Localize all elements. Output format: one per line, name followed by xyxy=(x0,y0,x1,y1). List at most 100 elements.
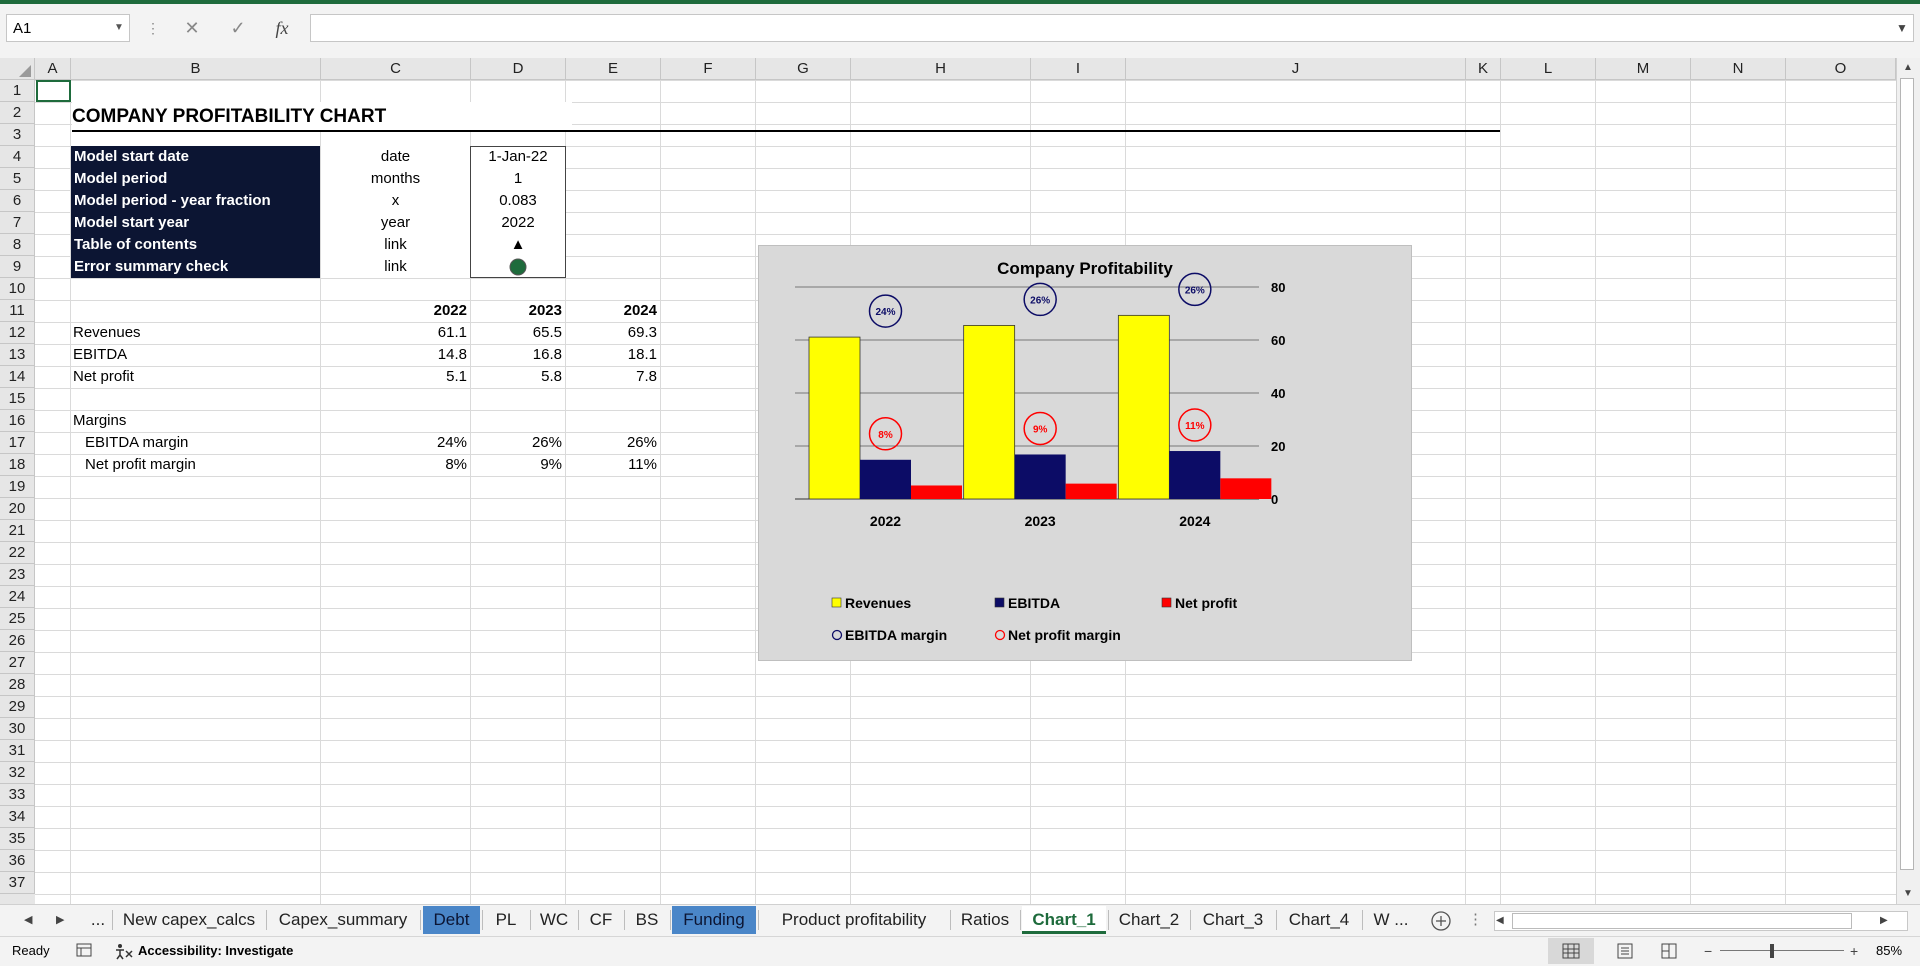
tab-product-profitability[interactable]: Product profitability xyxy=(781,910,927,929)
margin-value[interactable]: 26% xyxy=(626,434,657,451)
row-header[interactable]: 5 xyxy=(0,168,35,190)
metric-value[interactable]: 18.1 xyxy=(627,346,657,363)
column-header[interactable]: N xyxy=(1691,58,1786,80)
bar-ebitda[interactable] xyxy=(860,459,911,499)
metric-value[interactable]: 69.3 xyxy=(627,324,657,341)
table-of-contents-link[interactable]: ▲ xyxy=(510,236,526,253)
tab-bs[interactable]: BS xyxy=(635,910,659,929)
tab-chart-4[interactable]: Chart_4 xyxy=(1288,910,1350,929)
model-start-date-value[interactable]: 1-Jan-22 xyxy=(488,148,548,165)
column-header[interactable]: M xyxy=(1596,58,1691,80)
metric-value[interactable]: 5.8 xyxy=(541,368,562,385)
metric-value[interactable]: 65.5 xyxy=(532,324,562,341)
bar-net-profit[interactable] xyxy=(911,485,962,499)
margin-value[interactable]: 24% xyxy=(436,434,467,451)
row-header[interactable]: 4 xyxy=(0,146,35,168)
tab-funding[interactable]: Funding xyxy=(672,906,756,934)
row-header[interactable]: 12 xyxy=(0,322,35,344)
column-header[interactable]: A xyxy=(35,58,71,80)
row-header[interactable]: 16 xyxy=(0,410,35,432)
insert-function-icon[interactable]: fx xyxy=(275,18,289,38)
add-sheet-icon[interactable] xyxy=(1430,910,1452,932)
row-header[interactable]: 17 xyxy=(0,432,35,454)
margin-marker[interactable] xyxy=(1023,411,1057,446)
row-header[interactable]: 18 xyxy=(0,454,35,476)
active-cell-selection[interactable] xyxy=(36,80,71,102)
row-header[interactable]: 30 xyxy=(0,718,35,740)
row-header[interactable]: 13 xyxy=(0,344,35,366)
margin-marker[interactable] xyxy=(1178,408,1212,442)
tab-new-capex-calcs[interactable]: New capex_calcs xyxy=(122,910,256,929)
hscroll-left-icon[interactable]: ◀ xyxy=(1496,915,1504,926)
row-header[interactable]: 14 xyxy=(0,366,35,388)
column-header[interactable]: O xyxy=(1786,58,1896,80)
margin-marker[interactable] xyxy=(1178,272,1212,307)
row-header[interactable]: 19 xyxy=(0,476,35,498)
row-header[interactable]: 6 xyxy=(0,190,35,212)
column-header[interactable]: C xyxy=(321,58,471,80)
column-header[interactable]: E xyxy=(566,58,661,80)
row-header[interactable]: 26 xyxy=(0,630,35,652)
row-header[interactable]: 37 xyxy=(0,872,35,894)
row-header[interactable]: 32 xyxy=(0,762,35,784)
margin-value[interactable]: 26% xyxy=(531,434,562,451)
hscroll-thumb[interactable] xyxy=(1512,913,1852,929)
profitability-chart[interactable]: Company Profitability 24% 8% 26% 9% 26% 11% 0… xyxy=(758,245,1412,661)
metric-value[interactable]: 16.8 xyxy=(532,346,562,363)
tab-scroll-right-icon[interactable]: ▶ xyxy=(56,914,65,926)
year-fraction-value[interactable]: 0.083 xyxy=(499,192,537,209)
margin-marker[interactable] xyxy=(868,417,903,451)
tab-capex-summary[interactable]: Capex_summary xyxy=(278,910,408,929)
row-header[interactable]: 33 xyxy=(0,784,35,806)
tab-chart-2[interactable]: Chart_2 xyxy=(1118,910,1180,929)
row-header[interactable]: 24 xyxy=(0,586,35,608)
row-header[interactable]: 28 xyxy=(0,674,35,696)
accessibility-status[interactable]: Accessibility: Investigate xyxy=(138,943,294,958)
metric-value[interactable]: 61.1 xyxy=(437,324,467,341)
tab-more-right[interactable]: W ... xyxy=(1373,910,1409,929)
column-header[interactable]: F xyxy=(661,58,756,80)
margin-value[interactable]: 9% xyxy=(540,456,562,473)
hscroll-right-icon[interactable]: ▶ xyxy=(1880,915,1888,926)
row-header[interactable]: 21 xyxy=(0,520,35,542)
column-header[interactable]: D xyxy=(471,58,566,80)
formula-input[interactable] xyxy=(310,14,1914,42)
row-header[interactable]: 9 xyxy=(0,256,35,278)
row-header[interactable]: 23 xyxy=(0,564,35,586)
tab-chart-3[interactable]: Chart_3 xyxy=(1202,910,1264,929)
row-header[interactable]: 31 xyxy=(0,740,35,762)
column-header[interactable]: I xyxy=(1031,58,1126,80)
row-header[interactable]: 8 xyxy=(0,234,35,256)
chevron-down-icon[interactable]: ▼ xyxy=(114,22,124,33)
margin-value[interactable]: 8% xyxy=(445,456,467,473)
tab-scroll-left-icon[interactable]: ◀ xyxy=(24,914,33,926)
row-header[interactable]: 10 xyxy=(0,278,35,300)
normal-view-button[interactable] xyxy=(1548,938,1594,964)
zoom-level[interactable]: 85% xyxy=(1876,943,1903,958)
row-header[interactable]: 15 xyxy=(0,388,35,410)
row-header[interactable]: 36 xyxy=(0,850,35,872)
enter-icon[interactable]: ✓ xyxy=(230,18,246,38)
column-header[interactable]: G xyxy=(756,58,851,80)
margin-marker[interactable] xyxy=(868,294,903,328)
metric-value[interactable]: 5.1 xyxy=(446,368,467,385)
name-box[interactable]: A1 xyxy=(6,14,130,42)
row-header[interactable]: 29 xyxy=(0,696,35,718)
zoom-in-icon[interactable]: + xyxy=(1850,943,1859,959)
column-header[interactable]: H xyxy=(851,58,1031,80)
bar-ebitda[interactable] xyxy=(1169,451,1221,499)
scroll-down-icon[interactable]: ▼ xyxy=(1903,888,1913,899)
model-period-value[interactable]: 1 xyxy=(513,170,523,187)
row-header[interactable]: 11 xyxy=(0,300,35,322)
tab-pl[interactable]: PL xyxy=(495,910,517,929)
more-options-icon[interactable]: ⋮ xyxy=(1468,911,1483,928)
zoom-out-icon[interactable]: − xyxy=(1704,943,1713,959)
bar-net-profit[interactable] xyxy=(1220,478,1272,499)
column-header[interactable]: K xyxy=(1466,58,1501,80)
model-start-year-value[interactable]: 2022 xyxy=(501,214,535,231)
row-header[interactable]: 7 xyxy=(0,212,35,234)
scroll-up-icon[interactable]: ▲ xyxy=(1903,62,1913,73)
metric-value[interactable]: 7.8 xyxy=(636,368,657,385)
row-header[interactable]: 2 xyxy=(0,102,35,124)
expand-formula-bar-icon[interactable]: ▼ xyxy=(1896,21,1908,35)
